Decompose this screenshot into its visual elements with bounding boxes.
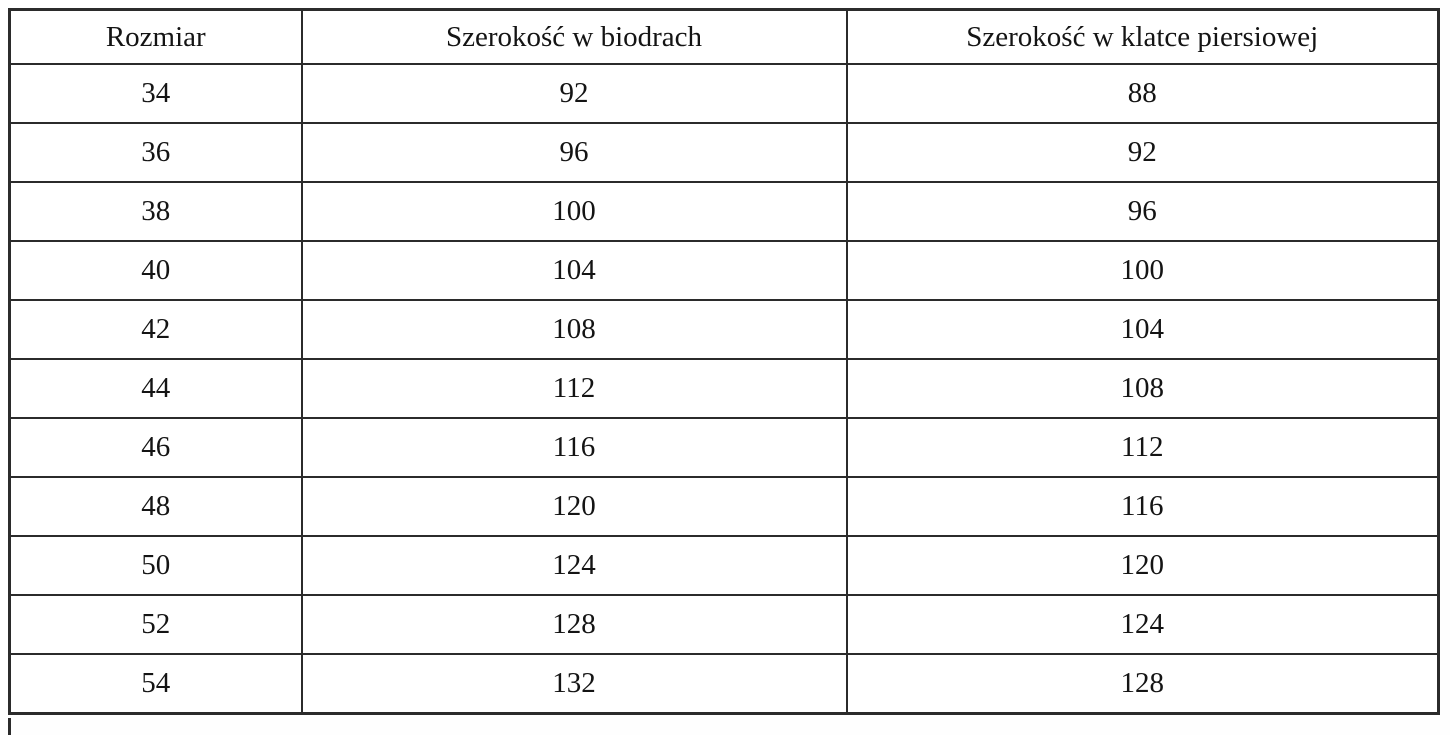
table-row: 34 92 88 [8,63,1440,124]
table-cell: 44 [8,358,303,419]
table-cell: 100 [845,240,1440,301]
table-cell: 120 [845,535,1440,596]
table-cell: 128 [845,653,1440,715]
table-cell: 108 [845,358,1440,419]
table-cell: 112 [300,358,848,419]
table-cell: 124 [845,594,1440,655]
table-cell: 48 [8,476,303,537]
table-cell: 96 [300,122,848,183]
table-cell: 34 [8,63,303,124]
table-cell: 100 [300,181,848,242]
table-cell: 120 [300,476,848,537]
table-cell: 132 [300,653,848,715]
table-row: 46 116 112 [8,417,1440,478]
table-header-row: Rozmiar Szerokość w biodrach Szerokość w k… [8,8,1440,65]
table-cell: 88 [845,63,1440,124]
column-header: Szerokość w biodrach [300,8,848,65]
table-cell: 92 [300,63,848,124]
table-cell: 112 [845,417,1440,478]
table-row: 42 108 104 [8,299,1440,360]
column-header: Szerokość w klatce piersiowej [845,8,1440,65]
table-row: 38 100 96 [8,181,1440,242]
table-cell: 104 [300,240,848,301]
table-cell: 46 [8,417,303,478]
table-row: 40 104 100 [8,240,1440,301]
table-cell: 124 [300,535,848,596]
table-cell: 40 [8,240,303,301]
table-cell: 116 [300,417,848,478]
table-row: 44 112 108 [8,358,1440,419]
table-row: 48 120 116 [8,476,1440,537]
table-row: 54 132 128 [8,653,1440,715]
table-cell: 38 [8,181,303,242]
table-cell: 96 [845,181,1440,242]
table-cell: 116 [845,476,1440,537]
table-cell: 54 [8,653,303,715]
table-cell: 108 [300,299,848,360]
table-cell: 36 [8,122,303,183]
table-cell: 42 [8,299,303,360]
table-row: 36 96 92 [8,122,1440,183]
table-cell: 50 [8,535,303,596]
table-cell: 52 [8,594,303,655]
table-row: 52 128 124 [8,594,1440,655]
partial-row-left-border [8,718,11,735]
table-cell: 104 [845,299,1440,360]
table-row: 50 124 120 [8,535,1440,596]
table-cell: 92 [845,122,1440,183]
size-table: Rozmiar Szerokość w biodrach Szerokość w k… [8,8,1440,715]
column-header: Rozmiar [8,8,303,65]
table-cell: 128 [300,594,848,655]
